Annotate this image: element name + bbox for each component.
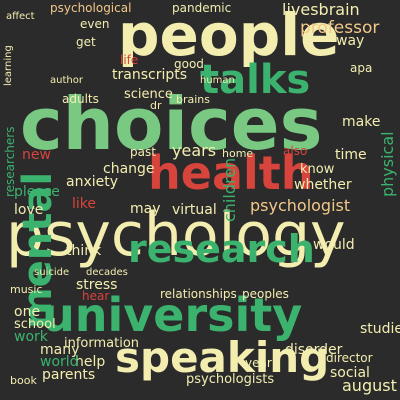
word-would: would bbox=[313, 237, 355, 253]
word-dr: dr bbox=[150, 99, 162, 112]
word-august: august bbox=[342, 376, 397, 395]
word-school: school bbox=[14, 317, 56, 332]
word-parents: parents bbox=[42, 367, 96, 383]
word-love: love bbox=[14, 202, 44, 218]
word-children: children bbox=[220, 157, 239, 222]
word-suicide: suicide bbox=[34, 267, 70, 278]
word-psychologists: psychologists bbox=[186, 372, 275, 387]
word-book: book bbox=[10, 374, 37, 387]
word-life: life bbox=[120, 53, 139, 67]
word-director: director bbox=[326, 351, 373, 365]
word-think: think bbox=[66, 243, 102, 259]
word-virtual: virtual bbox=[172, 202, 217, 218]
word-make: make bbox=[342, 114, 381, 130]
word-anxiety: anxiety bbox=[66, 174, 119, 190]
word-world: world bbox=[40, 354, 79, 370]
word-psychology: psychology bbox=[6, 200, 346, 270]
word-help: help bbox=[75, 354, 106, 370]
word-many: many bbox=[40, 342, 80, 358]
word-work: work bbox=[14, 329, 48, 345]
word-like: like bbox=[72, 196, 97, 212]
word-science: science bbox=[124, 87, 173, 102]
word-may: may bbox=[130, 201, 161, 217]
word-year: year bbox=[245, 356, 272, 370]
word-disorder: disorder bbox=[285, 342, 343, 358]
word-author: author bbox=[50, 75, 83, 86]
word-apa: apa bbox=[350, 61, 373, 75]
word-change: change bbox=[103, 161, 155, 177]
word-music: music bbox=[10, 283, 43, 296]
word-physical: physical bbox=[378, 131, 397, 197]
word-talks: talks bbox=[200, 57, 311, 103]
word-past: past bbox=[130, 145, 156, 159]
word-good: good bbox=[174, 57, 204, 71]
word-researchers: researchers bbox=[3, 126, 17, 198]
word-peoples: peoples bbox=[242, 287, 289, 301]
word-hear: hear bbox=[82, 289, 110, 303]
word-information: information bbox=[64, 336, 140, 351]
word-transcripts: transcripts bbox=[112, 67, 188, 83]
word-affect: affect bbox=[6, 11, 35, 22]
word-know: know bbox=[300, 162, 335, 177]
word-adults: adults bbox=[62, 92, 99, 106]
word-human: human bbox=[200, 75, 235, 86]
word-social: social bbox=[330, 365, 370, 381]
word-research: research bbox=[128, 227, 315, 271]
word-home: home bbox=[222, 147, 254, 160]
word-stress: stress bbox=[76, 277, 118, 293]
word-professor: professor bbox=[300, 18, 380, 38]
word-pandemic: pandemic bbox=[172, 1, 232, 15]
word-way: way bbox=[336, 33, 365, 49]
word-livesbrain: livesbrain bbox=[282, 0, 360, 19]
word-even: even bbox=[80, 17, 110, 31]
word-speaking: speaking bbox=[115, 333, 330, 382]
word-whether: whether bbox=[294, 177, 352, 193]
word-new: new bbox=[22, 147, 51, 163]
word-health: health bbox=[148, 146, 314, 200]
word-one: one bbox=[14, 304, 41, 320]
word-learning: learning bbox=[3, 45, 14, 86]
word-also: also bbox=[283, 144, 308, 158]
word-psychological: psychological bbox=[50, 1, 132, 15]
word-time: time bbox=[335, 147, 367, 163]
word-choices: choices bbox=[20, 82, 323, 166]
word-years: years bbox=[172, 141, 217, 160]
word-psychologist: psychologist bbox=[250, 196, 351, 215]
word-studies: studies bbox=[360, 321, 400, 337]
word-university: university bbox=[42, 288, 303, 342]
word-decades: decades bbox=[86, 267, 128, 278]
word-please: please bbox=[14, 184, 60, 200]
word-brains: brains bbox=[176, 93, 211, 106]
word-people: people bbox=[118, 1, 340, 69]
word-get: get bbox=[76, 35, 96, 49]
word-relationships: relationships bbox=[160, 287, 237, 301]
